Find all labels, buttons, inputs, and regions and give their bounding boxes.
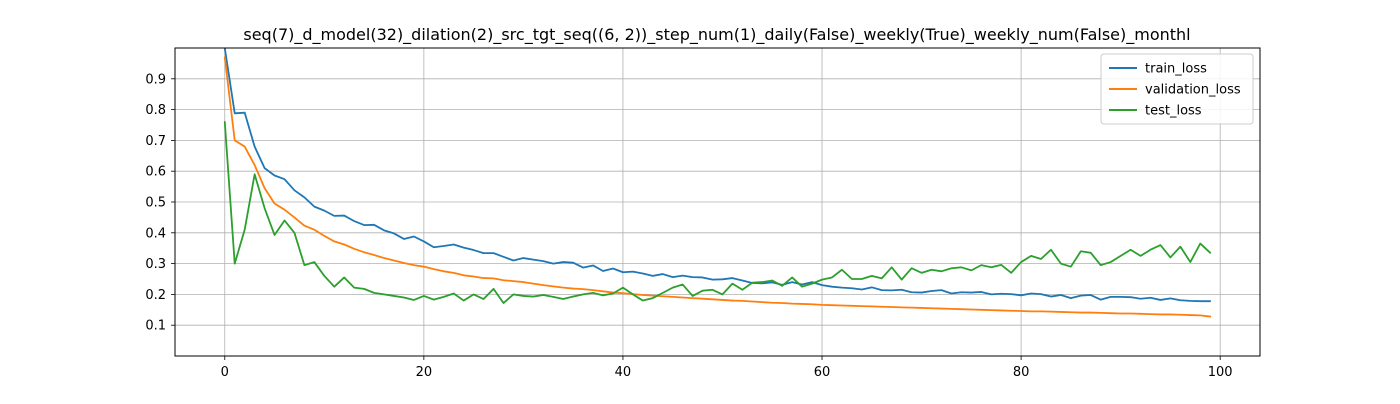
x-tick-label: 0 xyxy=(221,365,229,380)
legend-label: validation_loss xyxy=(1145,83,1241,98)
x-tick-label: 40 xyxy=(615,365,632,380)
legend-box xyxy=(1100,53,1254,125)
y-tick-label: 0.8 xyxy=(145,103,166,118)
legend-label: test_loss xyxy=(1145,104,1202,119)
legend: train_loss validation_loss test_loss xyxy=(1100,53,1254,125)
y-tick-label: 0.2 xyxy=(145,288,166,303)
series-line-validation-loss xyxy=(223,56,1212,318)
x-tick-label: 20 xyxy=(416,365,433,380)
y-tick-label: 0.1 xyxy=(145,319,166,334)
y-tick-label: 0.9 xyxy=(145,72,166,87)
y-tick-label: 0.7 xyxy=(145,134,166,149)
grid xyxy=(175,48,1260,356)
y-tick-label: 0.5 xyxy=(145,196,166,211)
axis-ticks: 0 20 40 60 80 100 0.1 0.2 0.3 0.4 0.5 0.6 0.7 0.8 0.9 xyxy=(145,72,1232,380)
x-tick-label: 60 xyxy=(814,365,831,380)
chart-title: seq(7)_d_model(32)_dilation(2)_src_tgt_s… xyxy=(243,25,1190,45)
y-tick-label: 0.3 xyxy=(145,257,166,272)
x-tick-label: 80 xyxy=(1013,365,1030,380)
y-tick-label: 0.4 xyxy=(145,226,166,241)
legend-label: train_loss xyxy=(1145,62,1207,77)
x-tick-label: 100 xyxy=(1208,365,1233,380)
series-line-test-loss xyxy=(223,121,1212,304)
series-lines xyxy=(223,48,1212,318)
y-tick-label: 0.6 xyxy=(145,165,166,180)
series-line-train-loss xyxy=(223,48,1212,303)
